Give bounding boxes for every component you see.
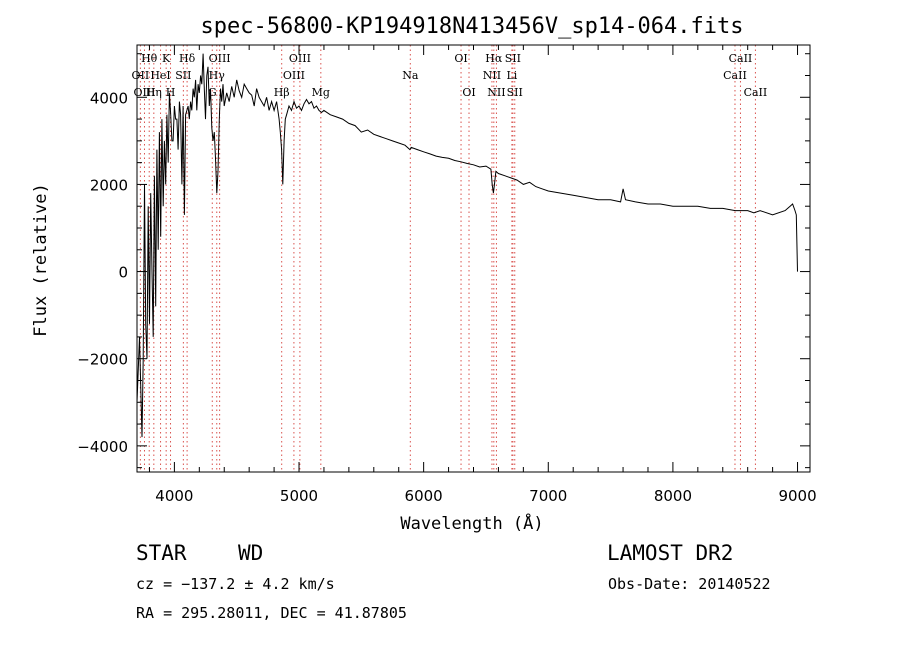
line-label-5: HeI <box>150 69 170 82</box>
x-tick-label-5000: 5000 <box>280 487 318 505</box>
x-axis-label: Wavelength (Å) <box>400 512 543 534</box>
line-label-19: Hα <box>485 52 503 65</box>
line-label-7: H <box>166 86 176 99</box>
y-tick-label-4000: 4000 <box>90 89 128 107</box>
line-label-26: CaII <box>723 69 747 82</box>
chart-title: spec-56800-KP194918N413456V_sp14-064.fit… <box>200 14 743 39</box>
line-label-0: Hθ <box>141 52 158 65</box>
line-label-2: OIII <box>133 86 155 99</box>
line-label-11: G <box>208 86 217 99</box>
y-tick-label-0: 0 <box>118 264 128 282</box>
y-tick-label--4000: −4000 <box>77 438 128 456</box>
x-tick-label-6000: 6000 <box>405 487 443 505</box>
line-label-20: SII <box>505 52 521 65</box>
line-label-21: NII <box>483 69 501 82</box>
x-tick-label-4000: 4000 <box>155 487 193 505</box>
spectral-line-markers <box>139 45 756 472</box>
line-label-4: Hη <box>146 86 162 99</box>
line-label-25: CaII <box>729 52 753 65</box>
y-tick-label--2000: −2000 <box>77 351 128 369</box>
line-label-17: OI <box>454 52 467 65</box>
line-label-23: NII <box>487 86 505 99</box>
line-label-12: Hβ <box>274 86 290 99</box>
line-label-27: CaII <box>744 86 768 99</box>
axis-tick-labels: 4000 5000 6000 7000 8000 9000 −4000 −2000 0 2000 4… <box>77 89 816 505</box>
line-label-8: Hδ <box>179 52 196 65</box>
line-label-16: Na <box>402 69 419 82</box>
line-label-10: Hγ <box>209 69 226 82</box>
line-label-15: Mg <box>312 86 330 99</box>
line-label-24: SII <box>507 86 523 99</box>
x-tick-label-9000: 9000 <box>778 487 816 505</box>
axis-ticks <box>137 45 810 472</box>
line-label-9: OIII <box>209 52 231 65</box>
survey-name: LAMOST DR2 <box>607 541 734 565</box>
line-label-6: SII <box>175 69 191 82</box>
spectrum-line <box>136 53 798 438</box>
line-label-3: K <box>162 52 171 65</box>
y-axis-label: Flux (relative) <box>31 183 51 337</box>
object-type: STAR <box>136 541 187 565</box>
line-label-22: Li <box>506 69 517 82</box>
line-label-14: OIII <box>283 69 305 82</box>
x-tick-label-7000: 7000 <box>529 487 567 505</box>
coordinates: RA = 295.28011, DEC = 41.87805 <box>136 604 407 622</box>
observation-date: Obs-Date: 20140522 <box>608 575 771 593</box>
redshift-cz: cz = −137.2 ± 4.2 km/s <box>136 575 335 593</box>
x-tick-label-8000: 8000 <box>654 487 692 505</box>
plot-frame <box>136 44 811 473</box>
y-tick-label-2000: 2000 <box>90 176 128 194</box>
line-label-18: OI <box>462 86 475 99</box>
line-label-13: OIII <box>289 52 311 65</box>
object-subclass: WD <box>238 541 264 565</box>
